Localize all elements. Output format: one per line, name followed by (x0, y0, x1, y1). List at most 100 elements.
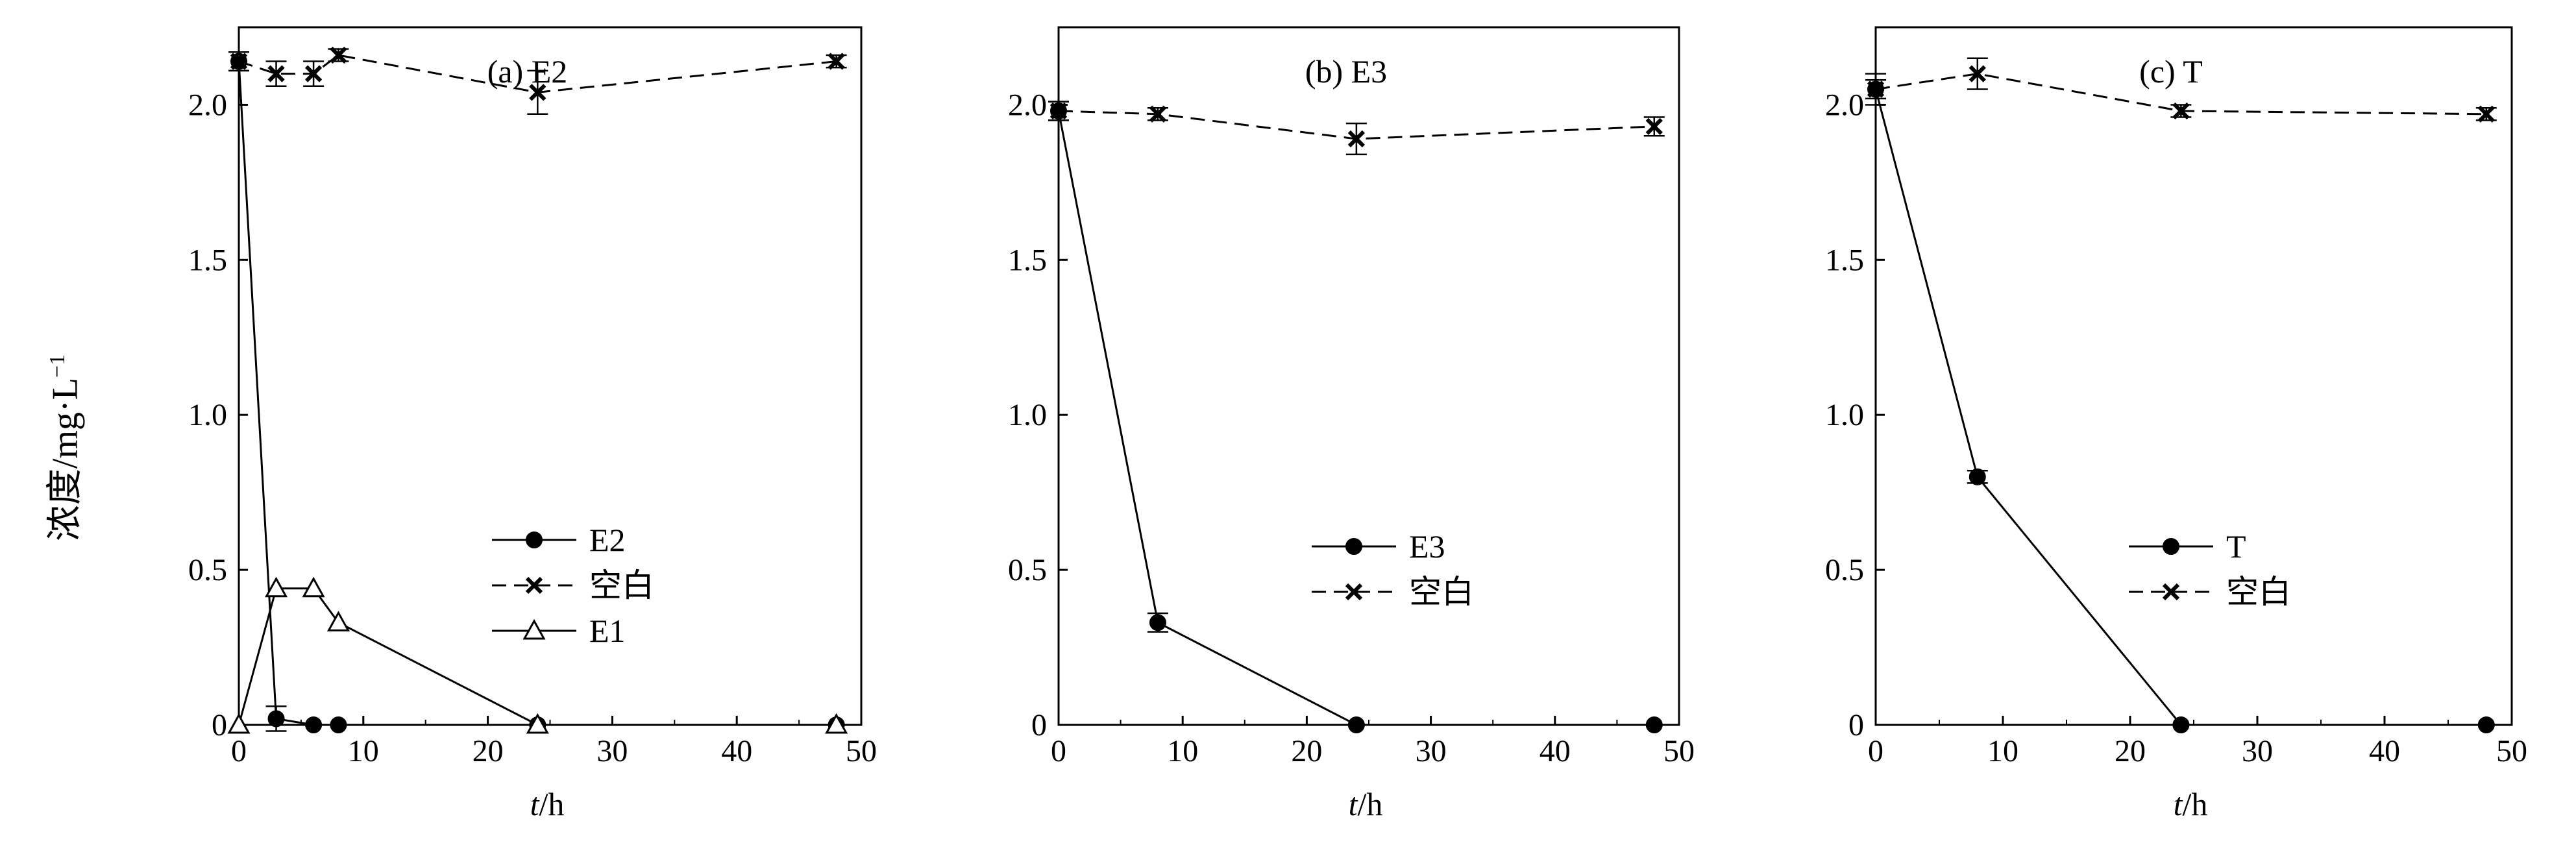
data-point (267, 65, 285, 82)
data-point (304, 65, 323, 82)
legend-label: T (2226, 528, 2246, 565)
legend-label: E3 (1409, 528, 1445, 565)
y-tick-label: 0.5 (1825, 553, 1864, 587)
x-tick-label: 40 (2369, 734, 2400, 768)
x-tick-label: 50 (1663, 734, 1695, 768)
data-point (330, 46, 347, 64)
x-marker-stroke (304, 65, 323, 82)
x-marker-stroke (330, 46, 347, 64)
plot-frame (1874, 26, 2513, 726)
x-marker-stroke (2172, 102, 2190, 120)
y-tick-label: 0.5 (1008, 553, 1047, 587)
x-axis-label-b: t/h (1348, 786, 1383, 822)
legend-label: 空白 (2226, 574, 2291, 610)
data-point (2172, 716, 2190, 733)
legend: E3 空白 (1312, 528, 1474, 610)
x-marker-stroke (1345, 583, 1363, 601)
data-point (2477, 105, 2495, 123)
series-line (238, 54, 837, 93)
data-point (230, 53, 248, 70)
data-point (1645, 716, 1663, 733)
x-marker-stroke (230, 53, 248, 70)
x-marker-stroke (1867, 80, 1885, 98)
series-line (1874, 89, 2486, 726)
x-marker-stroke (1645, 117, 1663, 136)
legend: T 空白 (2129, 528, 2291, 610)
legend-label: E2 (589, 522, 626, 558)
y-tick-label: 1.0 (188, 398, 227, 432)
x-tick-label: 30 (1416, 734, 1447, 768)
x-tick-label: 20 (472, 734, 504, 768)
data-point (1969, 468, 1986, 485)
panel-title: (c) T (2139, 53, 2203, 90)
data-point (522, 618, 546, 640)
x-tick-label: 40 (1539, 734, 1571, 768)
y-tick-label: 1.5 (1825, 243, 1864, 277)
data-point (302, 576, 325, 598)
series-1 (1048, 101, 1663, 733)
x-marker-stroke (2477, 105, 2495, 123)
x-tick-label: 30 (596, 734, 628, 768)
y-tick-label: 2.0 (1008, 88, 1047, 122)
data-point (305, 716, 323, 733)
legend-label: 空白 (589, 567, 654, 604)
series-line (1875, 73, 2486, 116)
x-marker-stroke (1149, 105, 1167, 123)
data-point (525, 576, 543, 594)
x-tick-label: 0 (1051, 734, 1066, 768)
series-2 (1865, 57, 2497, 123)
chart-panel-c: 0 10 20 30 40 50 0 0.5 1.0 1.5 2.0 (c) T T 空白 (1825, 26, 2527, 768)
legend-label: E1 (589, 613, 626, 649)
y-tick-label: 2.0 (1825, 88, 1864, 122)
x-marker-stroke (2162, 583, 2180, 601)
data-point (1049, 102, 1068, 120)
y-tick-label: 0.5 (188, 553, 227, 587)
data-point (1347, 130, 1366, 148)
x-tick-label: 10 (1167, 734, 1198, 768)
x-tick-label: 0 (1868, 734, 1883, 768)
y-tick-label: 1.5 (188, 243, 227, 277)
data-point (825, 713, 848, 734)
y-tick-label: 1.0 (1825, 398, 1864, 432)
data-point (1149, 614, 1166, 631)
x-axis-label-c: t/h (2173, 786, 2208, 822)
data-point (227, 713, 251, 734)
x-axis-label-a: t/h (530, 786, 565, 822)
data-point (1969, 65, 1986, 82)
data-point (2172, 102, 2190, 120)
x-marker-stroke (529, 84, 546, 101)
data-point (330, 716, 347, 733)
y-tick-label: 2.0 (188, 88, 227, 122)
data-point (526, 713, 549, 734)
x-marker-stroke (828, 53, 845, 70)
x-marker-stroke (1969, 65, 1986, 82)
y-tick-label: 0 (212, 708, 227, 742)
series-2 (1048, 101, 1665, 156)
plot-frame (238, 26, 863, 726)
series-3 (227, 576, 848, 734)
data-point (529, 84, 546, 101)
data-point (1347, 716, 1365, 733)
x-marker-stroke (1347, 130, 1366, 148)
data-point (2477, 716, 2495, 733)
x-tick-label: 10 (348, 734, 379, 768)
series-line (238, 587, 837, 726)
data-point (1867, 80, 1885, 98)
series-2 (228, 46, 847, 116)
data-point (526, 531, 543, 548)
legend-label: 空白 (1409, 574, 1474, 610)
y-axis-label-a: 浓度/mg·L−1 (45, 354, 86, 542)
x-tick-label: 0 (231, 734, 247, 768)
data-point (1345, 538, 1362, 555)
y-tick-label: 1.0 (1008, 398, 1047, 432)
data-point (2162, 583, 2180, 601)
x-marker-stroke (525, 576, 543, 594)
x-tick-label: 20 (2115, 734, 2146, 768)
series-line (1057, 110, 1654, 726)
series-1 (1865, 79, 2495, 733)
panel-title: (b) E3 (1305, 53, 1387, 90)
y-tick-label: 1.5 (1008, 243, 1047, 277)
data-point (267, 710, 285, 727)
